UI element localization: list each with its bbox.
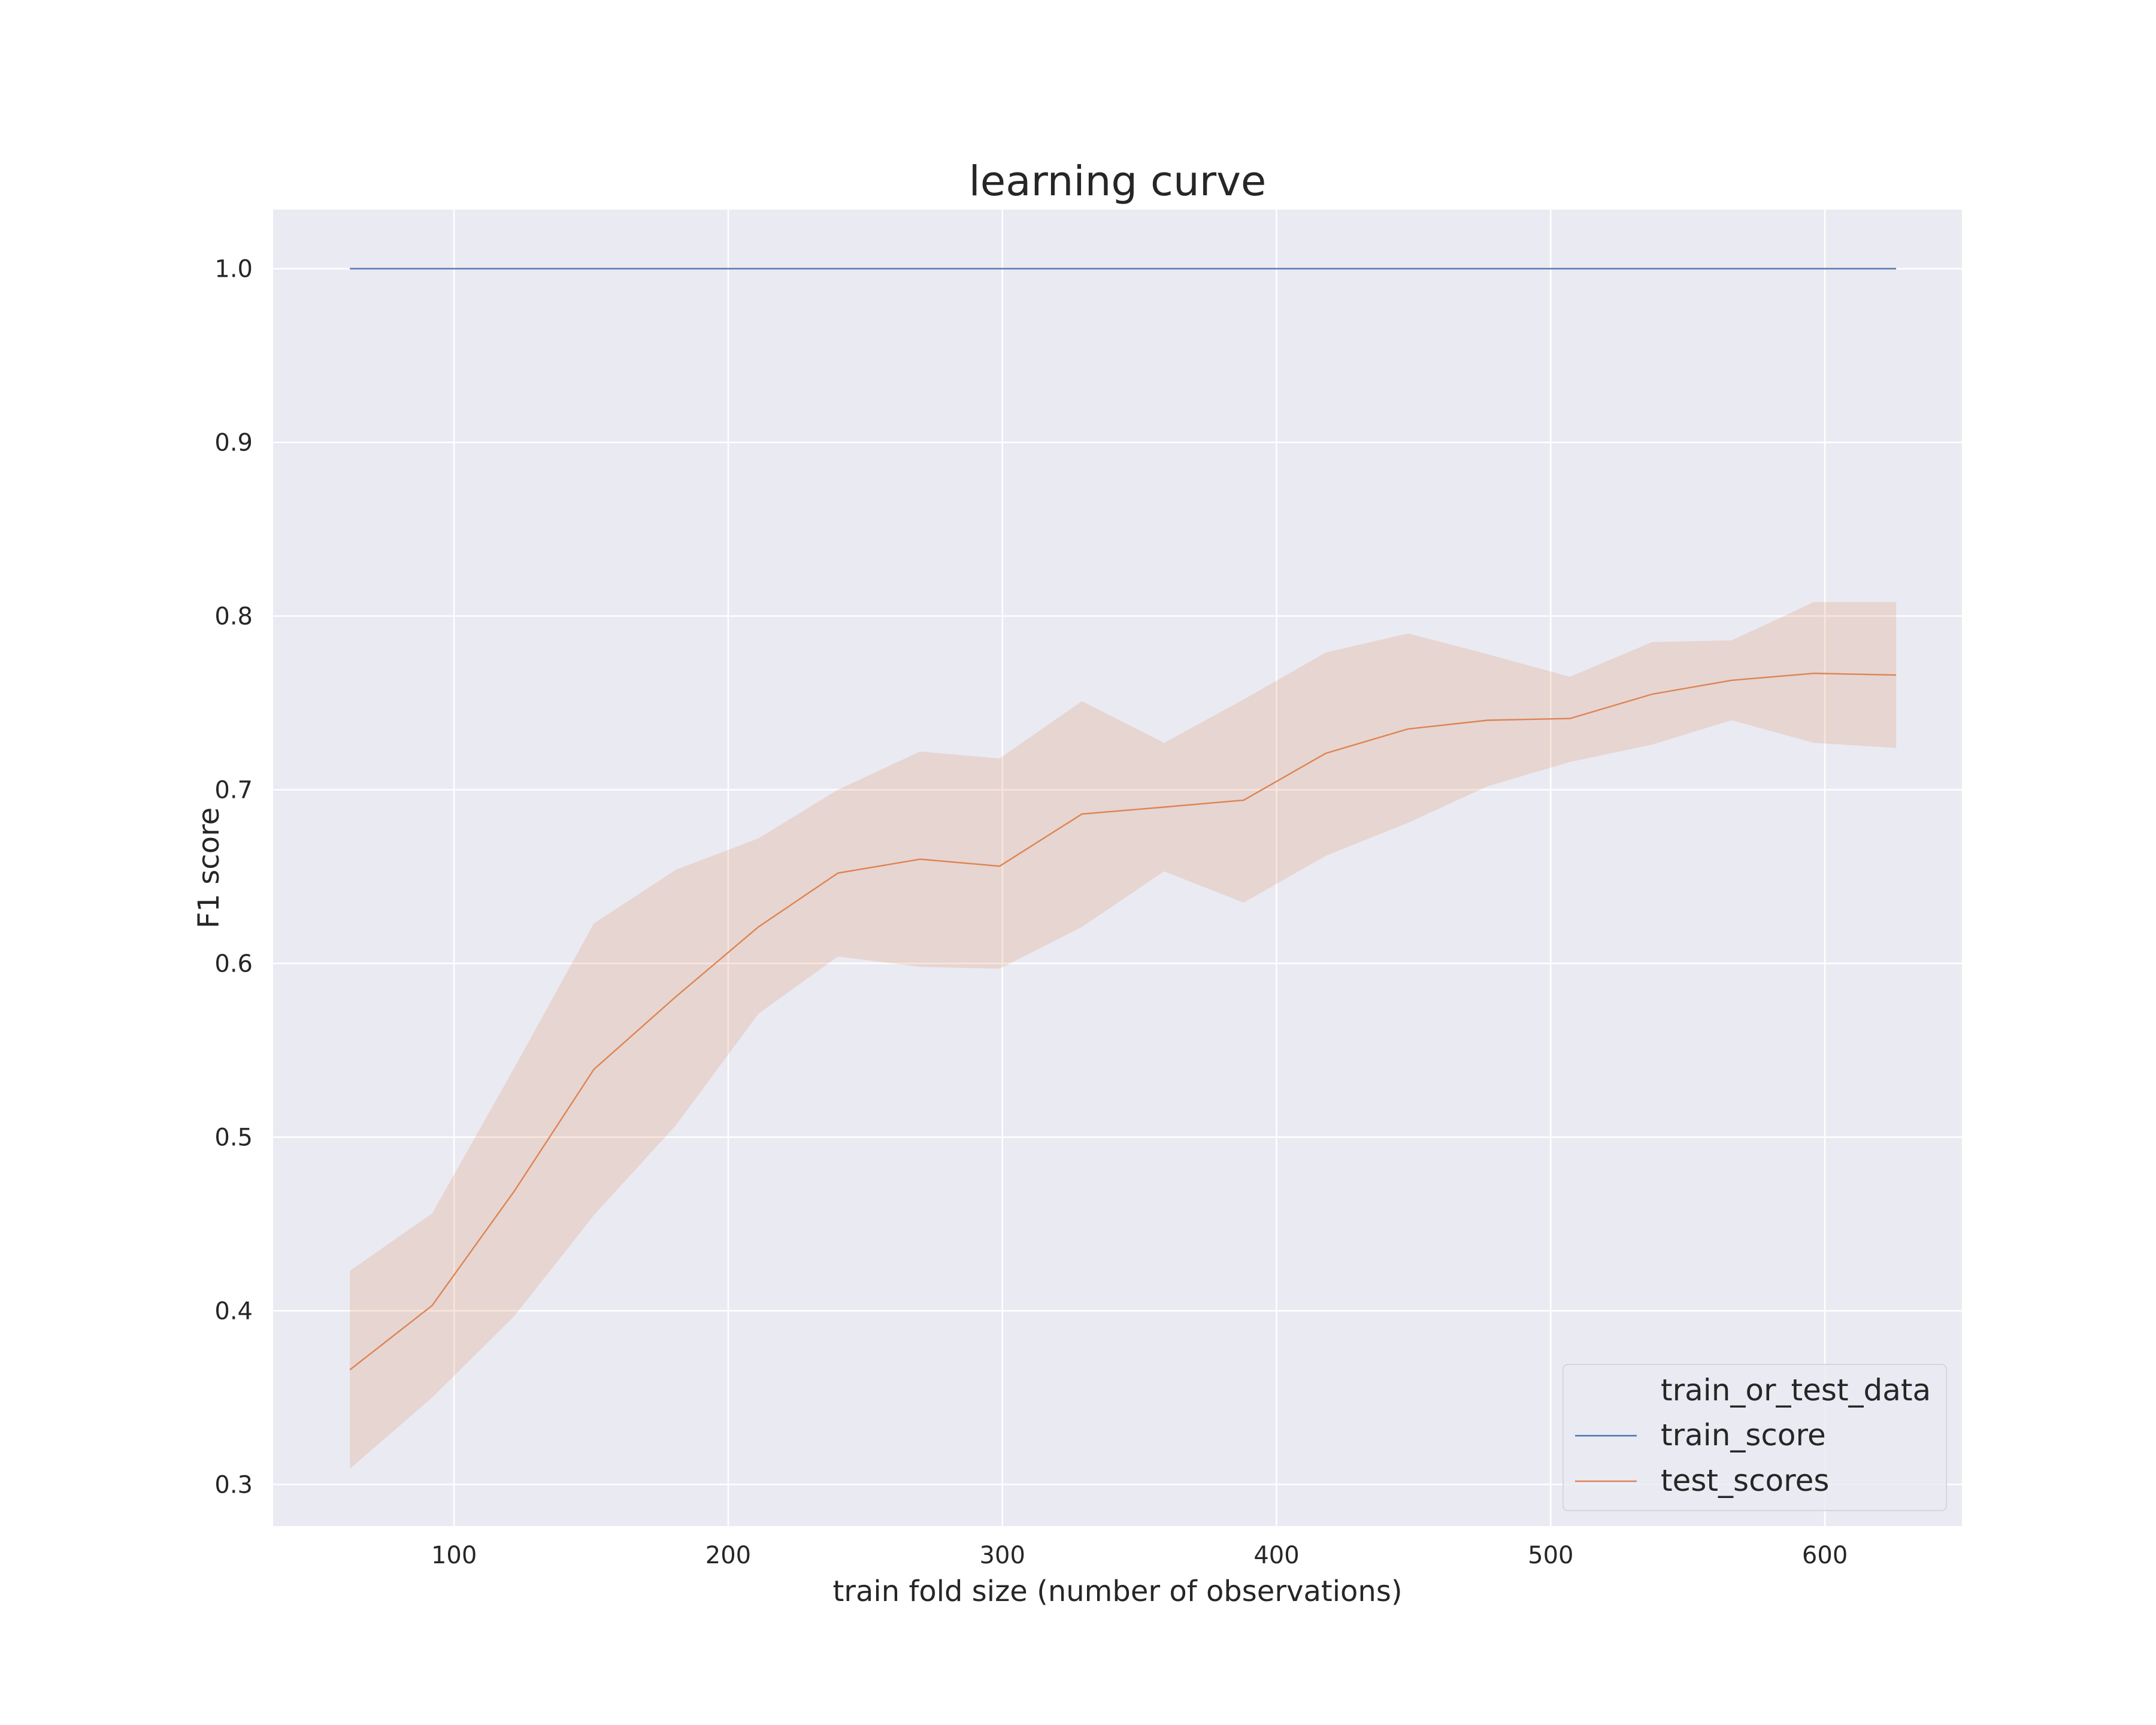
x-tick-label: 600 [1802, 1542, 1848, 1569]
chart-title: learning curve [969, 158, 1267, 205]
y-tick-label: 0.8 [214, 603, 253, 631]
legend: train_or_test_data train_score test_scor… [1563, 1364, 1947, 1511]
x-tick-labels: 100 200 300 400 500 600 [431, 1542, 1848, 1569]
y-tick-labels: 0.3 0.4 0.5 0.6 0.7 0.8 0.9 1.0 [214, 256, 253, 1499]
y-tick-label: 0.6 [214, 950, 253, 978]
legend-title: train_or_test_data [1661, 1373, 1931, 1408]
plot-area [273, 210, 1962, 1526]
y-tick-label: 0.5 [214, 1124, 253, 1151]
x-tick-label: 200 [705, 1542, 751, 1569]
legend-label-test-scores: test_scores [1661, 1463, 1829, 1498]
x-tick-label: 300 [980, 1542, 1025, 1569]
test-scores-line [349, 672, 1897, 1370]
y-axis-label: F1 score [192, 807, 226, 928]
legend-label-train-score: train_score [1661, 1418, 1826, 1452]
series-lines [349, 268, 1897, 1370]
y-tick-label: 1.0 [214, 256, 253, 283]
confidence-bands [350, 602, 1897, 1469]
x-tick-label: 400 [1253, 1542, 1299, 1569]
legend-box [1563, 1364, 1947, 1511]
y-tick-label: 0.4 [214, 1297, 253, 1325]
test-scores-confidence-band [350, 602, 1897, 1469]
x-tick-label: 500 [1528, 1542, 1573, 1569]
x-tick-label: 100 [431, 1542, 477, 1569]
x-axis-label: train fold size (number of observations) [832, 1575, 1402, 1608]
y-tick-label: 0.9 [214, 429, 253, 457]
y-tick-label: 0.3 [214, 1471, 253, 1499]
y-tick-label: 0.7 [214, 777, 253, 804]
